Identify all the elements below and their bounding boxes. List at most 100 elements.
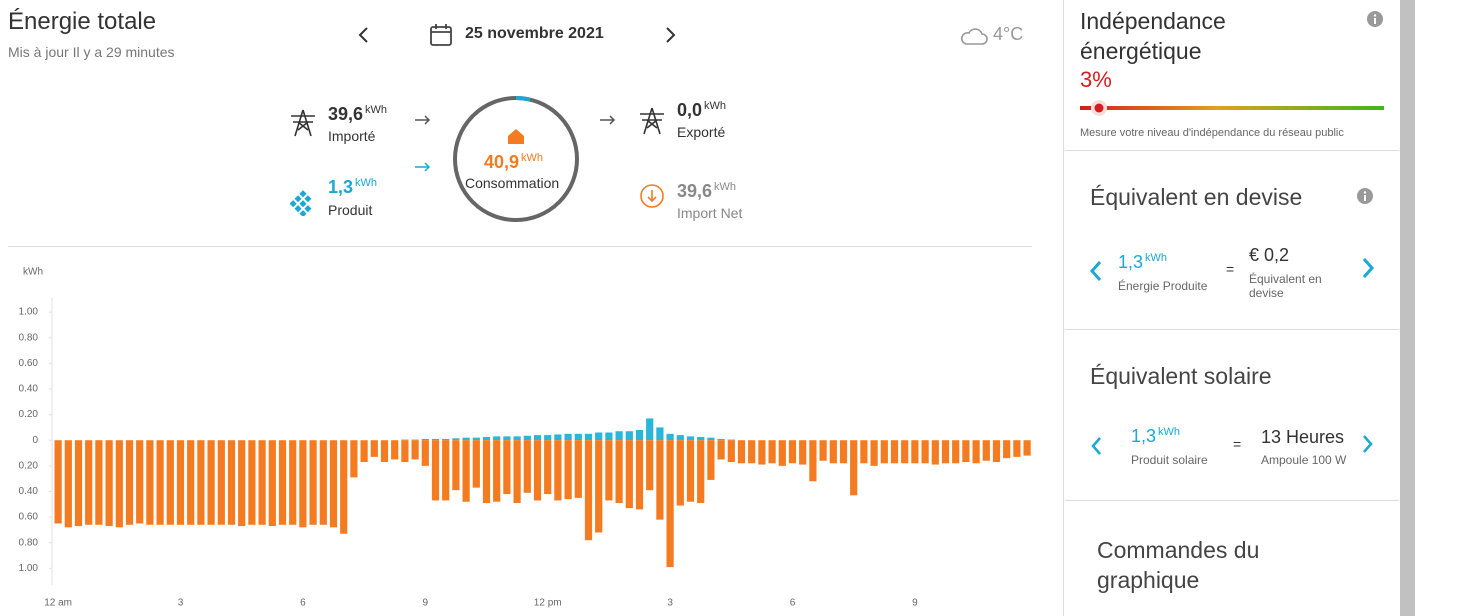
bar — [707, 437, 715, 441]
solar-produced: 1,3 kWh — [1131, 426, 1180, 447]
exported-value: 0,0 — [677, 100, 703, 120]
bar — [146, 440, 154, 525]
bar — [411, 439, 419, 441]
bar — [299, 440, 307, 528]
x-tick-label: 9 — [912, 598, 918, 609]
bar — [850, 440, 858, 496]
bar — [472, 440, 480, 488]
bar — [717, 438, 725, 441]
consumption-label: Consommation — [465, 175, 560, 191]
bar — [533, 435, 542, 441]
x-tick-label: 9 — [423, 598, 429, 609]
solar-produced: 1,3 — [1131, 426, 1157, 446]
prev-currency[interactable] — [1088, 260, 1104, 282]
bar — [839, 440, 848, 464]
bar — [686, 440, 695, 502]
bar — [676, 440, 684, 506]
bar — [697, 440, 705, 503]
y-tick-label: 0.80 — [19, 537, 39, 548]
bar — [197, 440, 205, 525]
bar — [697, 437, 705, 441]
bar — [238, 440, 246, 527]
y-tick-label: 0.80 — [19, 332, 39, 343]
calendar-icon[interactable] — [429, 23, 453, 47]
y-tick-label: 1.00 — [19, 563, 39, 574]
produced-label: Produit — [328, 202, 373, 218]
bar — [656, 440, 664, 520]
bar — [931, 440, 939, 465]
temperature: 4°C — [993, 24, 1024, 44]
next-solar[interactable] — [1360, 434, 1374, 454]
next-day[interactable] — [662, 26, 678, 44]
bar — [584, 433, 593, 441]
pylon-icon — [640, 107, 664, 135]
info-icon[interactable] — [1367, 11, 1383, 27]
bar — [105, 440, 113, 527]
next-currency[interactable] — [1360, 257, 1376, 279]
unit: kWh — [355, 177, 378, 189]
bar — [340, 440, 348, 534]
unit: kWh — [1145, 252, 1168, 264]
x-tick-label: 12 pm — [534, 598, 562, 609]
controls-title: Commandes du graphique — [1097, 537, 1260, 593]
bar — [187, 440, 195, 525]
unit: kWh — [704, 100, 727, 112]
bar — [136, 440, 144, 524]
independence-marker — [1091, 100, 1107, 116]
bar — [819, 440, 827, 461]
bar — [523, 440, 531, 493]
bar — [482, 437, 491, 441]
bar — [289, 440, 297, 525]
bar — [605, 432, 613, 441]
bar — [544, 440, 552, 495]
bar — [574, 440, 582, 498]
scrollbar[interactable] — [1400, 0, 1415, 616]
bar — [350, 440, 358, 478]
y-tick-label: 1.00 — [19, 307, 39, 318]
consumption-value: 40,9 — [484, 152, 520, 172]
imported-value: 39,6 kWh — [328, 104, 387, 125]
bar — [268, 440, 276, 527]
bar — [411, 440, 419, 460]
prev-solar[interactable] — [1090, 436, 1104, 456]
exported-label: Exporté — [677, 124, 726, 140]
bar — [880, 440, 888, 464]
bar — [482, 440, 491, 503]
cloud-icon — [961, 28, 988, 45]
x-tick-label: 6 — [790, 598, 796, 609]
arrow — [415, 115, 431, 125]
independence-title: Indépendance énergétique — [1080, 8, 1226, 64]
bar — [625, 431, 633, 441]
bar — [462, 440, 470, 502]
bar — [54, 440, 62, 524]
bar — [768, 440, 776, 464]
bar — [809, 440, 817, 482]
bar — [941, 440, 950, 464]
bar — [452, 440, 460, 491]
bar — [799, 440, 807, 465]
bar — [513, 436, 521, 441]
bar — [166, 440, 174, 525]
bar — [319, 440, 327, 525]
bar — [391, 440, 399, 460]
unit: kWh — [1158, 426, 1181, 438]
bar — [625, 440, 633, 509]
y-tick-label: 0.40 — [19, 486, 39, 497]
info-icon[interactable] — [1357, 188, 1373, 204]
bar — [554, 434, 562, 441]
bar — [421, 438, 429, 441]
bar — [452, 438, 460, 441]
bar — [717, 440, 725, 460]
exported-value: 0,0 kWh — [677, 100, 726, 121]
currency-amount-label: Équivalent en devise — [1249, 272, 1322, 300]
bar — [125, 440, 134, 525]
bar — [554, 440, 562, 501]
net-import-label: Import Net — [677, 205, 743, 221]
date[interactable]: 25 novembre 2021 — [465, 25, 604, 42]
bar — [1013, 440, 1021, 457]
prev-day[interactable] — [356, 26, 372, 44]
bar — [217, 440, 225, 525]
bar — [605, 440, 613, 501]
bar — [329, 440, 338, 528]
